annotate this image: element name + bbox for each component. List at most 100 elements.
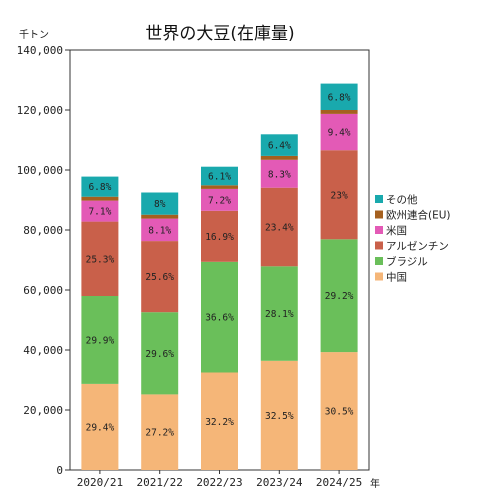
legend-label: アルゼンチン xyxy=(386,241,449,253)
bar-segment xyxy=(320,239,358,353)
legend-swatch xyxy=(375,195,383,203)
legend-label: 中国 xyxy=(386,271,407,284)
bar-segment xyxy=(141,394,179,470)
data-label: 28.1% xyxy=(265,309,294,320)
legend-item: アルゼンチン xyxy=(375,241,449,253)
x-tick-label: 2022/23 xyxy=(196,476,242,489)
y-tick-label: 20,000 xyxy=(23,404,63,417)
data-label: 29.9% xyxy=(86,335,115,346)
bar-segment xyxy=(201,166,238,186)
bar-segment xyxy=(320,150,358,240)
bar-stack: 32.5% 28.1% 23.4% 8.3% 6.4% xyxy=(260,134,298,470)
y-tick-label: 100,000 xyxy=(17,164,63,177)
data-label: 23% xyxy=(331,190,348,201)
bar-segment xyxy=(260,155,298,160)
x-tick-label: 2023/24 xyxy=(256,476,303,489)
bar-segment xyxy=(81,296,119,384)
bar-stack: 32.2% 36.6% 16.9% 7.2% 6.1% xyxy=(201,166,238,470)
data-label: 32.2% xyxy=(205,417,234,428)
legend-swatch xyxy=(375,272,383,281)
x-axis: 2020/21 2021/22 2022/23 2023/24 2024/25 xyxy=(77,470,362,489)
data-label: 25.6% xyxy=(145,272,174,283)
bar-segment xyxy=(320,352,358,470)
legend-item: 米国 xyxy=(375,224,407,237)
legend-label: 欧州連合(EU) xyxy=(386,209,451,222)
bar-segment xyxy=(201,261,238,373)
bar-segment xyxy=(201,185,238,189)
legend-swatch xyxy=(375,241,383,250)
data-label: 32.5% xyxy=(265,411,294,422)
data-label: 6.8% xyxy=(328,92,351,103)
bar-segment xyxy=(201,372,238,470)
bar-segment xyxy=(260,360,298,470)
bar-segment xyxy=(81,196,119,201)
bar-segment xyxy=(201,210,238,262)
data-label: 7.2% xyxy=(208,195,231,206)
legend-swatch xyxy=(375,210,383,219)
bar-segment xyxy=(81,176,119,197)
data-label: 29.4% xyxy=(86,422,115,433)
data-label: 36.6% xyxy=(205,313,234,324)
bar-segment xyxy=(260,159,298,188)
bar-segment xyxy=(141,192,179,215)
y-tick-label: 60,000 xyxy=(23,284,63,297)
data-label: 6.1% xyxy=(208,172,231,183)
bar-stack: 30.5% 29.2% 23% 9.4% 6.8% xyxy=(320,83,358,470)
bar-segment xyxy=(141,241,179,313)
bar-segment xyxy=(141,312,179,395)
data-label: 25.3% xyxy=(86,254,115,265)
bar-segment xyxy=(320,110,358,114)
data-label: 7.1% xyxy=(88,207,111,218)
legend-swatch xyxy=(375,226,383,234)
bar-segment xyxy=(260,187,298,267)
data-label: 16.9% xyxy=(205,232,234,243)
x-tick-label: 2020/21 xyxy=(77,476,123,489)
bar-segment xyxy=(260,134,298,156)
data-label: 30.5% xyxy=(325,407,354,418)
legend-item: 中国 xyxy=(375,271,407,284)
legend-swatch xyxy=(375,257,383,265)
data-label: 8.1% xyxy=(148,225,171,236)
bars: 29.4% 29.9% 25.3% 7.1% 6.8% 27.2% 29.6% 25.6% 8.… xyxy=(81,83,358,470)
data-label: 27.2% xyxy=(145,428,174,439)
x-axis-unit: 年 xyxy=(370,477,380,490)
legend-label: ブラジル xyxy=(386,255,428,268)
data-label: 23.4% xyxy=(265,223,294,234)
y-tick-label: 0 xyxy=(56,464,63,477)
data-label: 9.4% xyxy=(328,128,351,139)
data-label: 8.3% xyxy=(268,169,291,180)
bar-segment xyxy=(320,113,358,151)
data-label: 8% xyxy=(154,199,166,210)
bar-segment xyxy=(81,200,119,222)
bar-segment xyxy=(81,383,119,470)
legend-item: その他 xyxy=(375,193,418,206)
y-axis-unit: 千トン xyxy=(19,29,49,41)
y-tick-label: 120,000 xyxy=(17,104,63,117)
y-tick-label: 80,000 xyxy=(23,224,63,237)
legend-item: 欧州連合(EU) xyxy=(375,209,451,222)
bar-segment xyxy=(260,266,298,361)
data-label: 6.8% xyxy=(88,182,111,193)
legend-item: ブラジル xyxy=(375,255,428,268)
bar-segment xyxy=(81,221,119,296)
bar-segment xyxy=(201,188,238,211)
x-tick-label: 2024/25 xyxy=(316,476,362,489)
data-label: 6.4% xyxy=(268,141,291,152)
x-tick-label: 2021/22 xyxy=(137,476,183,489)
chart-title: 世界の大豆(在庫量) xyxy=(145,24,294,44)
bar-segment xyxy=(141,218,179,242)
legend-label: 米国 xyxy=(386,224,407,237)
bar-stack: 27.2% 29.6% 25.6% 8.1% 8% xyxy=(141,192,179,470)
legend-label: その他 xyxy=(386,193,418,206)
data-label: 29.2% xyxy=(325,291,354,302)
y-tick-label: 40,000 xyxy=(23,344,63,357)
bar-segment xyxy=(141,214,179,219)
y-tick-label: 140,000 xyxy=(17,44,63,57)
data-label: 29.6% xyxy=(145,349,174,360)
bar-stack: 29.4% 29.9% 25.3% 7.1% 6.8% xyxy=(81,176,119,470)
y-axis: 0 20,000 40,000 60,000 80,000 100,000 120,000 1… xyxy=(17,44,70,477)
bar-segment xyxy=(320,83,358,110)
